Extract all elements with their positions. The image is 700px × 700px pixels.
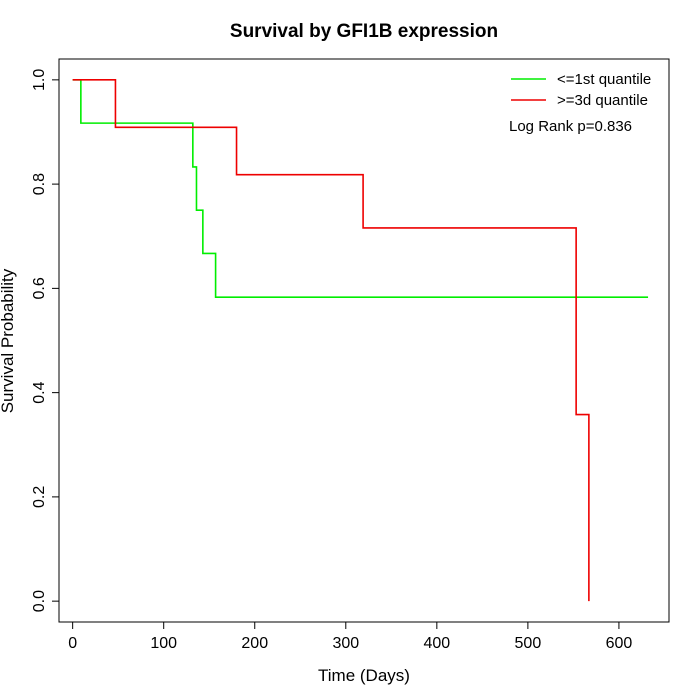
legend: <=1st quantile >=3d quantile — [511, 71, 651, 109]
x-tick-label: 500 — [515, 635, 542, 652]
x-tick-label: 0 — [68, 635, 77, 652]
legend-label: >=3d quantile — [557, 92, 648, 109]
x-tick-label: 300 — [332, 635, 359, 652]
survival-curves — [72, 79, 649, 602]
y-tick-label: 1.0 — [31, 69, 48, 91]
chart-title: Survival by GFI1B expression — [230, 21, 498, 42]
log-rank-annotation: Log Rank p=0.836 — [509, 118, 632, 135]
legend-label: <=1st quantile — [557, 71, 651, 88]
y-tick-label: 0.0 — [31, 590, 48, 612]
x-tick-label: 100 — [150, 635, 177, 652]
x-tick-label: 600 — [606, 635, 633, 652]
y-tick-label: 0.2 — [31, 486, 48, 508]
x-axis-label: Time (Days) — [318, 666, 410, 685]
x-tick-label: 200 — [241, 635, 268, 652]
y-axis-label: Survival Probability — [0, 268, 17, 413]
y-axis: 0.0 0.2 0.4 0.6 0.8 1.0 — [31, 69, 60, 612]
x-axis: 0 100 200 300 400 500 600 — [68, 621, 633, 652]
series-line-1 — [72, 79, 590, 602]
y-tick-label: 0.8 — [31, 173, 48, 195]
series-line-0 — [72, 79, 649, 299]
y-tick-label: 0.6 — [31, 277, 48, 299]
x-tick-label: 400 — [423, 635, 450, 652]
plot-frame — [58, 58, 670, 623]
y-tick-label: 0.4 — [31, 381, 48, 403]
